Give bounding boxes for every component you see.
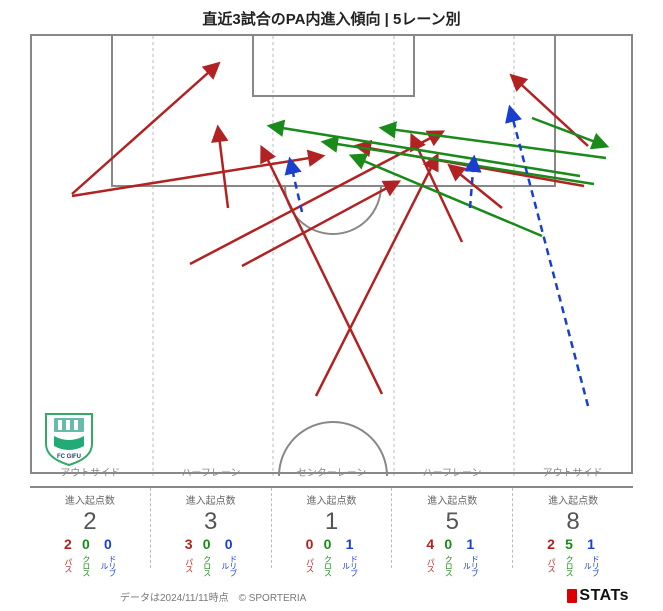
sub-label: パス	[547, 553, 555, 577]
sub-cross: 0 クロス	[203, 537, 211, 582]
sub-label: クロス	[444, 553, 452, 577]
lane-label: アウトサイド	[512, 464, 633, 486]
sub-num: 4	[426, 537, 434, 551]
sub-label: ドリブル	[341, 553, 357, 577]
sub-num: 0	[82, 537, 90, 551]
sub-num: 0	[323, 537, 331, 551]
sub-dribble: 0 ドリブル	[221, 537, 237, 582]
sub-label: クロス	[203, 553, 211, 577]
sub-dribble: 1 ドリブル	[462, 537, 478, 582]
sub-cross: 0 クロス	[444, 537, 452, 582]
sub-num: 1	[462, 537, 478, 551]
stat-title: 進入起点数	[272, 492, 392, 507]
brand-j-icon	[567, 589, 577, 603]
pitch-svg	[32, 36, 635, 476]
stat-title: 進入起点数	[30, 492, 150, 507]
sub-label: パス	[185, 553, 193, 577]
sub-cross: 0 クロス	[82, 537, 90, 582]
sub-label: ドリブル	[221, 553, 237, 577]
lane-label: アウトサイド	[30, 464, 151, 486]
sub-num: 0	[444, 537, 452, 551]
sub-dribble: 0 ドリブル	[100, 537, 116, 582]
sub-pass: 3 パス	[185, 537, 193, 582]
sub-label: クロス	[82, 553, 90, 577]
sub-num: 5	[565, 537, 573, 551]
brand-logo: STATs	[567, 587, 629, 605]
stat-col: 進入起点数22パス0クロス0ドリブル	[30, 488, 151, 568]
stat-title: 進入起点数	[392, 492, 512, 507]
lane-label: ハーフレーン	[151, 464, 272, 486]
sub-num: 2	[547, 537, 555, 551]
sub-num: 1	[341, 537, 357, 551]
sub-label: ドリブル	[462, 553, 478, 577]
pitch-area	[30, 34, 633, 474]
sub-pass: 2 パス	[64, 537, 72, 582]
data-note: データは2024/11/11時点 © SPORTERIA	[120, 589, 306, 604]
stat-title: 進入起点数	[513, 492, 633, 507]
stat-total: 3	[151, 509, 271, 535]
lane-label: ハーフレーン	[392, 464, 513, 486]
sub-dribble: 1 ドリブル	[583, 537, 599, 582]
sub-pass: 0 パス	[305, 537, 313, 582]
stat-total: 1	[272, 509, 392, 535]
chart-title: 直近3試合のPA内進入傾向 | 5レーン別	[0, 0, 663, 33]
team-badge: FC GIFU	[44, 410, 94, 466]
sub-dribble: 1 ドリブル	[341, 537, 357, 582]
stats-row: 進入起点数22パス0クロス0ドリブル進入起点数33パス0クロス0ドリブル進入起点…	[30, 486, 633, 568]
sub-num: 0	[305, 537, 313, 551]
stat-col: 進入起点数33パス0クロス0ドリブル	[151, 488, 272, 568]
stat-title: 進入起点数	[151, 492, 271, 507]
sub-pass: 2 パス	[547, 537, 555, 582]
lane-labels-row: アウトサイドハーフレーンセンターレーンハーフレーンアウトサイド	[30, 464, 633, 486]
sub-pass: 4 パス	[426, 537, 434, 582]
sub-label: クロス	[565, 553, 573, 577]
sub-cross: 0 クロス	[323, 537, 331, 582]
sub-label: パス	[426, 553, 434, 577]
stat-col: 進入起点数82パス5クロス1ドリブル	[513, 488, 633, 568]
sub-num: 0	[100, 537, 116, 551]
badge-text: FC GIFU	[57, 454, 81, 460]
sub-num: 0	[203, 537, 211, 551]
stat-total: 8	[513, 509, 633, 535]
sub-num: 2	[64, 537, 72, 551]
stat-total: 5	[392, 509, 512, 535]
sub-num: 3	[185, 537, 193, 551]
brand-text: STATs	[579, 587, 629, 605]
sub-num: 0	[221, 537, 237, 551]
sub-cross: 5 クロス	[565, 537, 573, 582]
stat-col: 進入起点数10パス0クロス1ドリブル	[272, 488, 393, 568]
sub-label: ドリブル	[583, 553, 599, 577]
sub-label: クロス	[323, 553, 331, 577]
stat-total: 2	[30, 509, 150, 535]
lane-label: センターレーン	[271, 464, 392, 486]
sub-label: パス	[305, 553, 313, 577]
sub-label: パス	[64, 553, 72, 577]
footer: データは2024/11/11時点 © SPORTERIA STATs	[0, 587, 663, 605]
sub-num: 1	[583, 537, 599, 551]
stat-col: 進入起点数54パス0クロス1ドリブル	[392, 488, 513, 568]
sub-label: ドリブル	[100, 553, 116, 577]
